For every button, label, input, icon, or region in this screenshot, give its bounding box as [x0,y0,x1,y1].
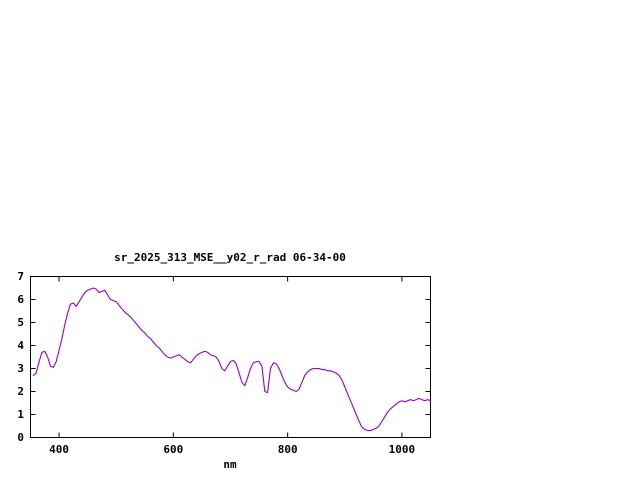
plot-title: sr_2025_313_MSE__y02_r_rad 06-34-00 [114,251,346,264]
x-axis-label: nm [223,458,237,471]
